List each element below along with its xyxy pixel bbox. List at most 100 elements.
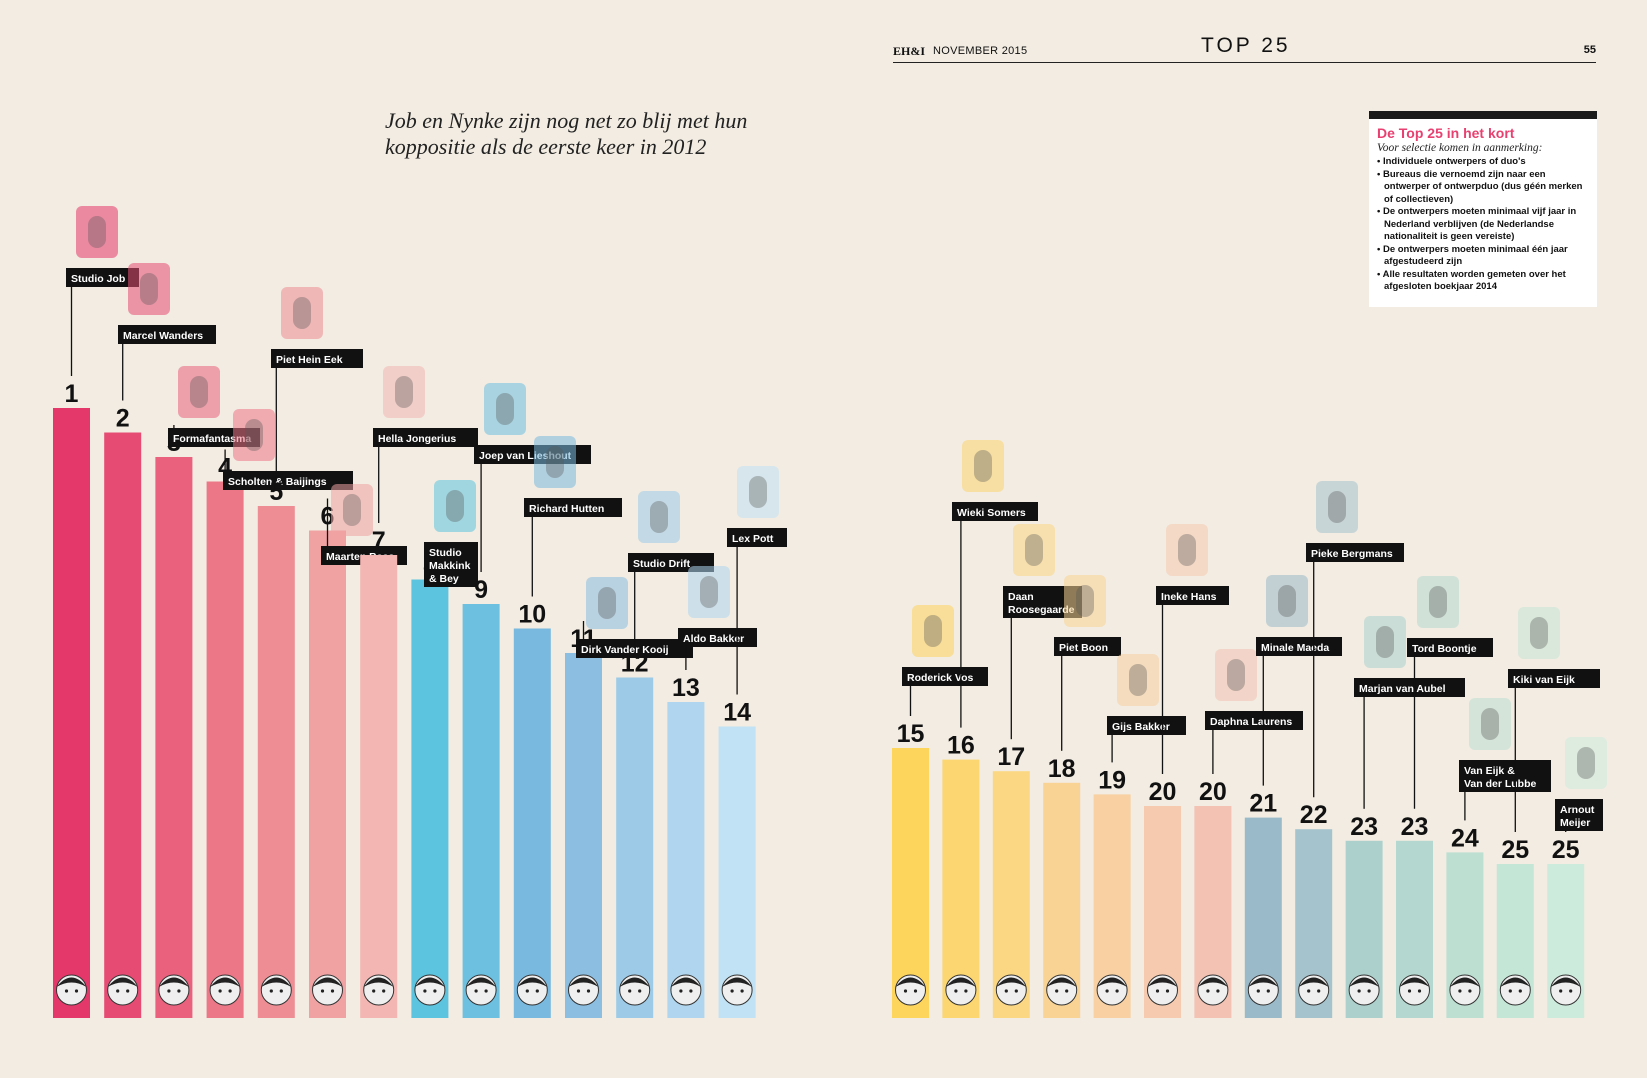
portrait-hair <box>1046 977 1077 987</box>
info-box-lead: Voor selectie komen in aanmerking: <box>1377 142 1543 154</box>
name-label: Richard Hutten <box>529 503 604 515</box>
name-label: Minale Maeda <box>1261 642 1329 654</box>
portrait-hair <box>312 977 343 987</box>
rank-label: 25 <box>1552 836 1580 864</box>
issue-date: NOVEMBER 2015 <box>933 45 1028 57</box>
name-label-box <box>902 667 988 686</box>
product-image <box>1417 576 1459 628</box>
bar <box>616 677 654 1018</box>
bar-group: 25 Kiki van Eijk <box>1496 607 1600 1018</box>
product-image <box>1518 607 1560 659</box>
info-box-list: Individuele ontwerpers of duo's Bureaus … <box>1377 156 1589 294</box>
name-label: Daan <box>1008 591 1034 603</box>
rank-label: 21 <box>1249 790 1277 818</box>
bar <box>513 628 551 1018</box>
name-label-box <box>524 498 622 517</box>
bar-group: 2 Marcel Wanders <box>104 263 216 1018</box>
product-image <box>1316 481 1358 533</box>
portrait-eye <box>679 989 683 993</box>
bar-group: 11Dirk Vander Kooij <box>565 577 693 1018</box>
portrait-hair <box>56 977 87 987</box>
portrait-hair <box>1500 977 1531 987</box>
portrait-eye <box>628 989 632 993</box>
product-image <box>1266 575 1308 627</box>
name-label: Marcel Wanders <box>123 330 203 342</box>
rank-label: 10 <box>518 601 546 629</box>
bar <box>565 653 602 1018</box>
pull-quote-line: Job en Nynke zijn nog net zo blij met hu… <box>385 108 748 133</box>
info-box: De Top 25 in het kort Voor selectie kome… <box>1369 111 1597 307</box>
magazine-brand: EH&I <box>893 44 926 58</box>
rank-label: 14 <box>723 699 751 727</box>
bar-group: 1 Studio Job <box>53 206 139 1018</box>
name-label-box <box>727 528 787 547</box>
bar-group: 3Formafantasma <box>155 366 260 1018</box>
name-label: Lex Pott <box>732 533 774 545</box>
bar-group: 21 Minale Maeda <box>1244 575 1342 1018</box>
rank-label: 25 <box>1501 836 1529 864</box>
portrait-eye <box>730 989 734 993</box>
portrait-eye <box>535 989 539 993</box>
rank-label: 18 <box>1048 755 1076 783</box>
info-box-item: Individuele ontwerpers of duo's <box>1377 156 1589 169</box>
bar-group: 20 Daphna Laurens <box>1194 649 1303 1018</box>
product-image <box>76 206 118 258</box>
name-label: Ineke Hans <box>1161 591 1217 603</box>
rank-label: 13 <box>672 674 700 702</box>
bar <box>104 432 142 1018</box>
portrait-eye <box>116 989 120 993</box>
name-label-box <box>1306 543 1404 562</box>
bar-group: 14 Lex Pott <box>718 466 787 1018</box>
name-label-box <box>1354 678 1465 697</box>
portrait-eye <box>1458 989 1462 993</box>
portrait-hair <box>1550 977 1581 987</box>
portrait-eye <box>1155 989 1160 993</box>
rank-label: 19 <box>1098 766 1126 794</box>
portrait-hair <box>568 977 599 987</box>
product-image <box>178 366 220 418</box>
name-label-box <box>373 428 478 447</box>
product-image <box>281 287 323 339</box>
portrait-eye <box>1518 989 1522 993</box>
product-image <box>912 605 954 657</box>
product-image <box>434 480 476 532</box>
portrait-eye <box>689 989 693 993</box>
portrait-hair <box>261 977 292 987</box>
portrait-hair <box>945 977 976 987</box>
rank-label: 2 <box>116 405 130 433</box>
portrait-eye <box>64 989 69 993</box>
portrait-eye <box>484 989 488 993</box>
portrait-eye <box>1256 989 1260 993</box>
name-label: & Bey <box>429 573 459 585</box>
bar <box>411 579 449 1018</box>
page-number: 55 <box>1583 44 1596 56</box>
name-label: Van der Lubbe <box>1464 778 1537 790</box>
product-image <box>688 566 730 618</box>
bar-group: 12 Studio Drift <box>616 491 714 1018</box>
portrait-hair <box>107 977 138 987</box>
portrait-eye <box>1055 989 1059 993</box>
rank-label: 20 <box>1149 778 1177 806</box>
name-label: Tord Boontje <box>1412 643 1477 655</box>
bar-group: 16 Wieki Somers <box>942 440 1038 1018</box>
bar-group: 20 Ineke Hans <box>1144 524 1229 1018</box>
portrait-hair <box>1197 977 1228 987</box>
name-label-box <box>1156 586 1229 605</box>
portrait-eye <box>423 989 427 993</box>
rank-label: 23 <box>1401 813 1429 841</box>
portrait-hair <box>158 977 189 987</box>
product-image <box>331 484 373 536</box>
product-image <box>383 366 425 418</box>
portrait-eye <box>740 989 744 993</box>
portrait-eye <box>1407 989 1412 993</box>
name-label-box <box>1107 716 1186 735</box>
name-label: Piet Boon <box>1059 642 1108 654</box>
name-label: Studio <box>429 547 462 559</box>
name-label-box <box>1407 638 1493 657</box>
name-label-box <box>271 349 363 368</box>
bar <box>667 702 705 1018</box>
product-image <box>534 436 576 488</box>
name-label-box <box>66 268 139 287</box>
